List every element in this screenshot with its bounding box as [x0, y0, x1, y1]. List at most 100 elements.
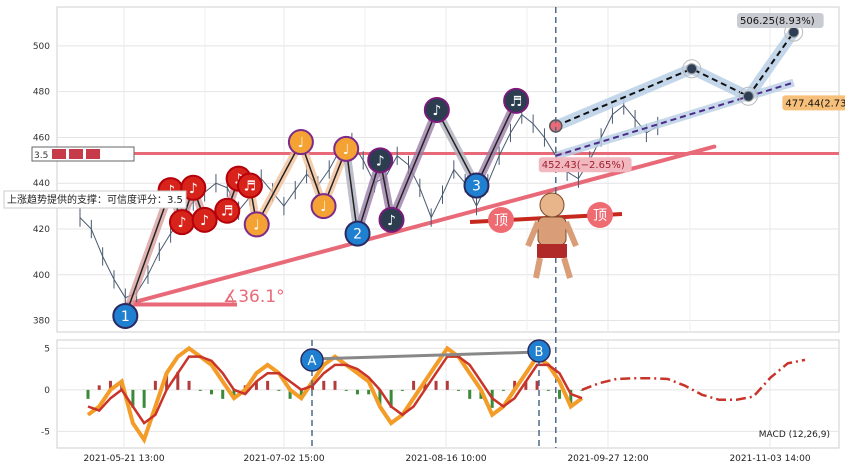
macd-histogram-bar: [344, 389, 348, 391]
pattern-marker: ♬: [214, 197, 241, 224]
forecast-point: [742, 90, 754, 102]
pattern-marker: ♪: [367, 147, 394, 174]
pattern-marker: ♪: [180, 174, 207, 201]
macd-histogram-bar: [355, 389, 359, 395]
macd-histogram-bar: [558, 389, 562, 399]
annotation-box: [737, 13, 824, 29]
label-layer: ∡36.1° 上涨趋势提供的支撑：可信度评分：3.5 3.5 506.25(8.93%…: [3, 13, 845, 307]
macd-histogram-bar: [400, 389, 404, 391]
pattern-marker-label: ♪: [387, 213, 396, 229]
support-badge-icon: [86, 149, 100, 159]
annotation-label: 452.43(−2.65%): [542, 160, 625, 171]
forecast-halo: [682, 59, 702, 79]
character-shorts: [537, 244, 567, 258]
macd-forecast-line: [581, 358, 806, 402]
macd-histogram-bar: [97, 385, 101, 390]
support-label: 上涨趋势提供的支撑：可信度评分：3.5: [7, 193, 183, 206]
divergence-marker: [300, 348, 324, 372]
pattern-marker-label: ♪: [376, 153, 385, 169]
pattern-marker-label: ♩: [253, 217, 260, 233]
character-leg: [533, 257, 543, 279]
pattern-marker-circle: [112, 302, 139, 329]
pattern-marker-circle: [310, 193, 337, 220]
character-body: [537, 216, 567, 246]
macd-histogram-bar: [546, 389, 550, 391]
pattern-marker-circle: [180, 174, 207, 201]
pattern-marker-label: ♬: [221, 204, 234, 220]
macd-histogram-bar: [288, 389, 292, 399]
pattern-marker-circle: [344, 220, 371, 247]
divergence-label: A: [308, 354, 317, 369]
macd-histogram-bar: [535, 380, 539, 390]
macd-histogram-bar: [434, 380, 438, 390]
pattern-marker-label: ♪: [432, 103, 441, 119]
pattern-marker-label: 1: [121, 309, 130, 325]
divergence-line: [311, 350, 540, 361]
macd-histogram-bar: [86, 389, 90, 399]
macd-histogram-bar: [165, 371, 169, 390]
y-tick-label: 440: [33, 179, 50, 189]
annotation-box: [538, 157, 632, 173]
support-badge-icon: [69, 149, 83, 159]
y-tick-label: 460: [33, 133, 50, 143]
pattern-marker: ♪: [168, 209, 195, 236]
macd-histogram-bar: [142, 389, 146, 408]
pattern-marker-circle: [236, 172, 263, 199]
macd-histogram-bar: [108, 380, 112, 390]
macd-histogram-bar: [524, 380, 528, 390]
pattern-marker: ♪: [423, 96, 450, 123]
macd-histogram-bar: [569, 389, 573, 404]
annotation-box: [782, 95, 845, 111]
pattern-marker-circle: [214, 197, 241, 224]
macd-histogram-bar: [221, 389, 225, 399]
y-axis-ticks: 380 400 420 440 460 480 500 5 0 -5: [33, 42, 50, 437]
pattern-marker-circle: [243, 211, 270, 238]
pattern-marker: 3: [463, 172, 490, 199]
y-tick-label: 380: [33, 317, 50, 327]
price-panel: [56, 6, 840, 333]
macd-histogram-bar: [210, 389, 213, 395]
macd-histogram-bar: [468, 389, 472, 399]
divergence-marker: [527, 339, 551, 363]
pattern-marker-circle: [378, 206, 405, 233]
macd-histogram-bar: [232, 389, 236, 399]
forecast-halo: [738, 86, 758, 106]
pattern-marker-label: ♪: [200, 213, 209, 229]
character-head: [539, 192, 565, 218]
y-tick-label: 400: [33, 271, 50, 281]
pattern-marker: ♩: [287, 129, 314, 156]
macd-histogram-bar: [378, 389, 382, 408]
forecast-point: [788, 26, 800, 38]
x-tick-label: 2021-07-02 15:00: [243, 454, 324, 464]
annotation-label: 477.44(2.73%): [785, 98, 845, 109]
pattern-marker: ♩: [333, 135, 360, 162]
pattern-marker-label: ♩: [298, 135, 305, 151]
macd-histogram-bar: [457, 389, 460, 391]
character-arm: [563, 220, 579, 248]
macd-histogram-bar: [153, 380, 157, 390]
pattern-marker: 2: [344, 220, 371, 247]
pattern-marker-circle: [333, 135, 360, 162]
angle-label: ∡36.1°: [223, 287, 285, 307]
macd-dea-line: [87, 355, 583, 425]
pattern-marker-label: ♩: [343, 142, 350, 158]
pattern-line: [436, 109, 478, 186]
macd-histogram-bar: [187, 380, 191, 390]
pattern-marker: ♩: [243, 211, 270, 238]
macd-histogram-bar: [277, 389, 281, 391]
macd-dif-line: [86, 345, 584, 445]
macd-histogram-bar: [389, 389, 393, 408]
pattern-marker-circle: [463, 172, 490, 199]
macd-histogram-bar: [254, 380, 258, 390]
pattern-marker-circle: [423, 96, 450, 123]
character-illustration: [525, 192, 579, 279]
forecast-trend-line: [555, 81, 794, 157]
pattern-line: [390, 109, 438, 221]
top-label: 顶: [494, 213, 508, 229]
x-tick-label: 2021-11-03 14:00: [729, 454, 810, 464]
forecast-point: [686, 63, 698, 75]
macd-legend: MACD (12,26,9): [759, 430, 830, 440]
macd-histogram-bar: [580, 389, 584, 391]
